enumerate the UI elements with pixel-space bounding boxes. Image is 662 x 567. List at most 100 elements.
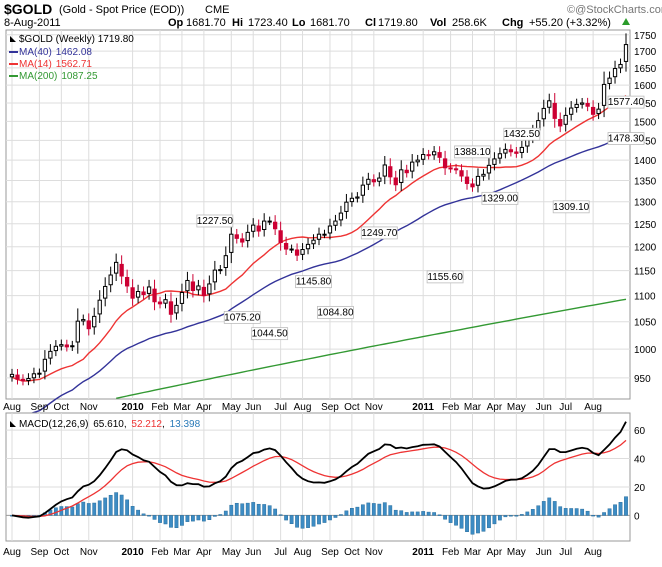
macd-legend-label: MACD(12,26,9) 65.610, 52.212, 13.398: [19, 419, 201, 430]
price-tick-label: 1700: [634, 47, 657, 58]
price-annotation-box: [317, 305, 354, 319]
macd-histogram-bar: [92, 502, 97, 516]
macd-histogram-bar: [97, 500, 102, 516]
candle-down: [152, 288, 157, 303]
macd-tick-label: 0: [634, 511, 640, 522]
candle-down: [278, 230, 283, 244]
macd-histogram-bar: [547, 497, 552, 516]
macd-histogram-bar: [525, 511, 530, 516]
candle-down: [426, 154, 431, 157]
candle-up: [81, 319, 86, 322]
price-annotation-box: [196, 214, 234, 228]
candle-down: [514, 151, 519, 154]
price-tick-label: 1000: [634, 345, 657, 356]
candle-up: [212, 269, 217, 283]
x-tick-label: 2010: [121, 547, 144, 558]
macd-histogram-bar: [207, 515, 212, 520]
lo-value: 1681.70: [310, 17, 350, 29]
ma14-legend-label: MA(14) 1562.71: [19, 59, 92, 70]
price-annotations: 1227.50 1075.20 1044.50 1145.80 1084.80 1249.…: [196, 95, 645, 341]
macd-histogram-bar: [251, 502, 256, 516]
x-tick-label: May: [222, 547, 241, 558]
candle-up: [355, 196, 360, 199]
x-tick-label: Oct: [54, 547, 70, 558]
macd-histogram-bar: [530, 509, 535, 516]
price-annotation-box: [552, 200, 590, 214]
candle-up: [37, 372, 42, 375]
candle-up: [338, 212, 344, 221]
macd-histogram-bar: [229, 504, 234, 516]
price-tick-label: 1450: [634, 136, 657, 147]
x-tick-label: Apr: [487, 547, 503, 558]
macd-histogram-bar: [371, 503, 376, 516]
macd-histogram-bar: [185, 515, 190, 522]
macd-legend-sep-1: ,: [124, 419, 127, 430]
price-panel-frame: [5, 29, 631, 400]
macd-histogram-bar: [618, 502, 623, 516]
vol-label: Vol: [430, 17, 446, 29]
candle-up: [519, 146, 524, 153]
candlesticks: [9, 33, 629, 386]
x-tick-label: Aug: [584, 402, 602, 413]
candle-up: [207, 283, 212, 295]
x-tick-label: May: [507, 547, 526, 558]
macd-histogram-bar: [344, 510, 349, 516]
price-legend: $GOLD (Weekly) 1719.80 MA(40) 1462.08 MA(…: [9, 34, 134, 82]
macd-histogram-bar: [273, 508, 278, 516]
histogram-value: 13.398: [170, 419, 201, 430]
price-annotation: 1227.50: [197, 216, 234, 227]
candle-down: [585, 102, 590, 107]
candle-down: [86, 320, 91, 330]
quote-bar: Op 1681.70 Hi 1723.40 Lo 1681.70 Cl 1719…: [168, 17, 630, 29]
candle-up: [300, 249, 305, 255]
ma200-legend-label: MA(200) 1087.25: [19, 71, 98, 82]
cl-label: Cl: [365, 17, 376, 29]
macd-histogram-bar: [492, 515, 497, 525]
macd-histogram-bar: [306, 515, 310, 528]
x-tick-label: Sep: [31, 547, 49, 558]
x-tick-label: May: [507, 402, 526, 413]
candle-up: [135, 291, 141, 298]
x-tick-label: Nov: [365, 547, 383, 558]
x-tick-label: Aug: [584, 547, 602, 558]
macd-histogram-bar: [426, 511, 431, 516]
x-tick-label: Sep: [31, 402, 49, 413]
candle-up: [218, 269, 223, 272]
candle-down: [168, 301, 174, 315]
macd-histogram-bar: [130, 506, 135, 516]
price-tick-label: 1100: [634, 292, 656, 303]
candle-up: [497, 153, 503, 159]
op-label: Op: [168, 17, 184, 29]
candle-up: [322, 233, 327, 236]
candle-up: [503, 148, 508, 154]
x-tick-label: Jun: [245, 402, 261, 413]
macd-histogram-bar: [481, 515, 486, 532]
candle-down: [272, 221, 278, 230]
macd-histogram-bar: [607, 508, 612, 516]
macd-histogram-bar: [552, 501, 557, 516]
signal-line: [11, 439, 627, 518]
candle-up: [75, 320, 80, 343]
macd-histogram-bar: [404, 512, 409, 516]
candle-up: [547, 100, 552, 108]
candle-down: [141, 291, 146, 296]
candle-down: [256, 225, 261, 232]
candle-down: [294, 249, 300, 256]
candle-up: [360, 184, 366, 196]
macd-histogram-bar: [70, 506, 75, 516]
macd-histogram-bar: [300, 515, 305, 529]
macd-histogram-bar: [75, 503, 80, 516]
price-tick-label: 1200: [634, 243, 657, 254]
macd-histogram-bar: [388, 505, 393, 516]
candle-up: [251, 224, 256, 232]
x-tick-label: Jul: [274, 402, 287, 413]
macd-histogram-bar: [459, 515, 464, 529]
x-tick-label: Apr: [196, 547, 212, 558]
x-tick-label: Oct: [54, 402, 70, 413]
x-tick-label: Oct: [344, 547, 360, 558]
macd-histogram-bar: [125, 499, 130, 516]
macd-histogram-bar: [503, 515, 508, 518]
candle-down: [404, 169, 409, 174]
macd-legend: MACD(12,26,9) 65.610, 52.212, 13.398: [10, 419, 201, 430]
price-annotation: 1084.80: [317, 307, 354, 318]
